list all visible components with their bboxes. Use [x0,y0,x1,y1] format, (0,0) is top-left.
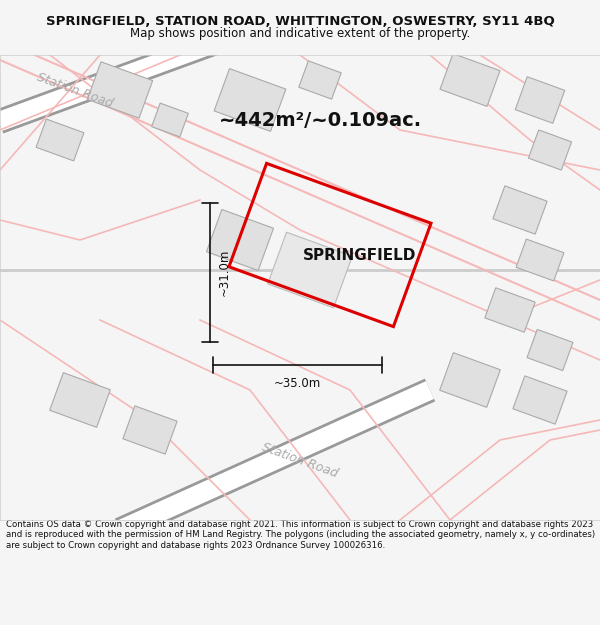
Text: SPRINGFIELD: SPRINGFIELD [304,248,416,262]
Polygon shape [206,209,274,271]
Polygon shape [50,372,110,428]
Polygon shape [440,352,500,408]
Polygon shape [123,406,177,454]
Polygon shape [513,376,567,424]
Text: Map shows position and indicative extent of the property.: Map shows position and indicative extent… [130,27,470,39]
Polygon shape [268,232,352,308]
Polygon shape [88,62,152,118]
Text: SPRINGFIELD, STATION ROAD, WHITTINGTON, OSWESTRY, SY11 4BQ: SPRINGFIELD, STATION ROAD, WHITTINGTON, … [46,16,554,28]
Text: ~35.0m: ~35.0m [274,377,321,390]
Polygon shape [440,54,500,106]
Polygon shape [214,69,286,131]
Polygon shape [493,186,547,234]
Polygon shape [299,61,341,99]
Text: Station Road: Station Road [35,70,115,110]
Text: Station Road: Station Road [260,440,340,480]
Text: ~442m²/~0.109ac.: ~442m²/~0.109ac. [218,111,422,129]
Polygon shape [152,103,188,137]
Text: Contains OS data © Crown copyright and database right 2021. This information is : Contains OS data © Crown copyright and d… [6,520,595,550]
Polygon shape [516,239,564,281]
Polygon shape [515,77,565,123]
Polygon shape [529,130,572,170]
Polygon shape [485,288,535,332]
Polygon shape [527,329,573,371]
Text: ~31.0m: ~31.0m [218,249,231,296]
Polygon shape [36,119,84,161]
